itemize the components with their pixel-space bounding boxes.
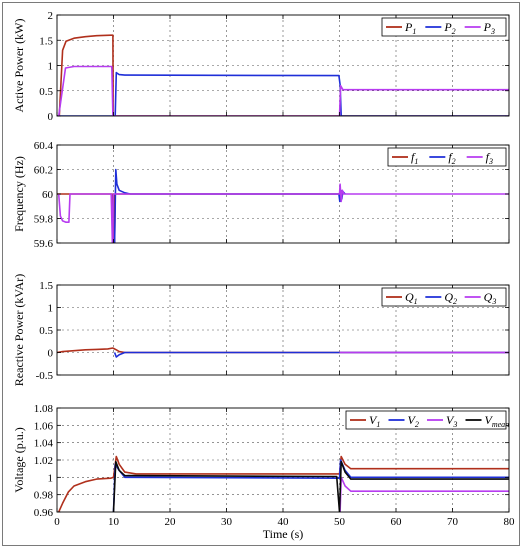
- y-axis-label: Voltage (p.u.): [12, 427, 26, 492]
- y-tick-label: 60.2: [34, 165, 53, 177]
- series-line-f3: [57, 183, 509, 243]
- legend-subscript: 2: [453, 297, 457, 306]
- y-tick-label: 1.02: [34, 455, 53, 467]
- y-tick-label: 59.8: [34, 214, 54, 226]
- series-group: [57, 168, 509, 243]
- x-tick-label: 40: [278, 516, 290, 528]
- x-tick-label: 30: [221, 516, 233, 528]
- series-line-v2: [112, 459, 509, 512]
- y-tick-label: 0.96: [34, 507, 54, 519]
- legend-subscript: 1: [412, 27, 416, 36]
- legend-entry-f2: f2: [448, 150, 455, 166]
- y-tick-label: 1.08: [34, 403, 54, 415]
- legend-subscript: 1: [414, 157, 418, 166]
- x-axis-label: Time (s): [263, 527, 304, 541]
- figure-canvas: 0 0.5 1 1.5 2 Active Power (kW) P1 P2 P3 59.6 59.8…: [12, 10, 515, 541]
- y-tick-label: 1: [48, 472, 54, 484]
- y-axis-label: Frequency (Hz): [12, 156, 26, 232]
- y-tick-label: 1.06: [34, 420, 54, 432]
- chart-panel-4: 0.96 0.98 1 1.02 1.04 1.06 1.08 0 10 20 30 40 50 60 70…: [12, 403, 515, 541]
- legend-subscript: 2: [415, 420, 419, 429]
- legend-box: [345, 410, 507, 430]
- series-line-q2: [113, 351, 509, 358]
- series-line-q1: [57, 347, 509, 354]
- legend-subscript: 3: [491, 297, 496, 306]
- y-tick-label: 60.4: [34, 140, 54, 152]
- series-line-f1: [57, 190, 342, 243]
- chart-panel-1: 0 0.5 1 1.5 2 Active Power (kW) P1 P2 P3: [12, 10, 510, 123]
- y-axis-label: Active Power (kW): [12, 19, 26, 113]
- legend-subscript: 2: [452, 27, 456, 36]
- x-tick-label: 60: [391, 516, 403, 528]
- y-tick-label: 1: [48, 61, 54, 73]
- chart-panel-2: 59.6 59.8 60 60.2 60.4 Frequency (Hz) f1 f2 f3: [12, 140, 510, 250]
- legend-subscript: 2: [452, 157, 456, 166]
- legend: P1 P2 P3: [381, 17, 507, 37]
- y-tick-label: 2: [48, 10, 54, 22]
- x-tick-label: 10: [108, 516, 120, 528]
- series-line-p1: [57, 34, 509, 116]
- legend-entry-v1: V1: [369, 413, 380, 429]
- legend-entry-f3: f3: [486, 150, 493, 166]
- x-tick-label: 0: [54, 516, 60, 528]
- x-tick-label: 50: [334, 516, 346, 528]
- series-group: [57, 455, 509, 512]
- legend-subscript: 1: [376, 420, 380, 429]
- x-tick-label: 70: [447, 516, 459, 528]
- y-tick-label: 1.04: [34, 438, 54, 450]
- series-group: [57, 34, 509, 116]
- series-line-v1: [57, 455, 509, 512]
- legend: Q1 Q2 Q3: [381, 287, 507, 307]
- legend-subscript: 3: [452, 420, 457, 429]
- y-tick-label: 59.6: [34, 238, 54, 250]
- series-line-vmean: [112, 460, 509, 512]
- chart-panel-3: -0.5 0 0.5 1 1.5 Reactive Power (kVAr) Q1 Q2 Q3: [12, 274, 510, 386]
- y-tick-label: 1.5: [39, 280, 53, 292]
- legend-subscript: mean: [492, 420, 509, 429]
- y-tick-label: 0: [48, 348, 54, 360]
- legend-entry-f1: f1: [411, 150, 418, 166]
- y-axis-label: Reactive Power (kVAr): [12, 274, 26, 386]
- legend: f1 f2 f3: [387, 147, 507, 167]
- figure-frame: 0 0.5 1 1.5 2 Active Power (kW) P1 P2 P3 59.6 59.8…: [2, 2, 520, 546]
- series-group: [57, 347, 509, 358]
- legend: V1 V2 V3 Vmean: [345, 410, 509, 430]
- y-tick-label: 0.98: [34, 490, 54, 502]
- legend-entry-v2: V2: [408, 413, 419, 429]
- y-tick-label: 1.5: [39, 35, 53, 47]
- legend-entry-v3: V3: [446, 413, 457, 429]
- x-tick-label: 20: [165, 516, 177, 528]
- legend-subscript: 3: [488, 157, 493, 166]
- legend-box: [387, 147, 507, 167]
- x-tick-label: 80: [504, 516, 516, 528]
- y-tick-label: 0.5: [39, 325, 53, 337]
- y-tick-label: -0.5: [36, 370, 54, 382]
- y-tick-label: 1: [48, 303, 54, 315]
- y-tick-label: 0: [48, 111, 54, 123]
- series-line-p3: [57, 65, 509, 116]
- series-line-f2: [113, 168, 346, 243]
- legend-subscript: 1: [414, 297, 418, 306]
- legend-box: [381, 287, 507, 307]
- y-tick-label: 0.5: [39, 86, 53, 98]
- series-line-p2: [57, 71, 509, 116]
- y-tick-label: 60: [42, 189, 54, 201]
- legend-subscript: 3: [490, 27, 495, 36]
- legend-box: [381, 17, 507, 37]
